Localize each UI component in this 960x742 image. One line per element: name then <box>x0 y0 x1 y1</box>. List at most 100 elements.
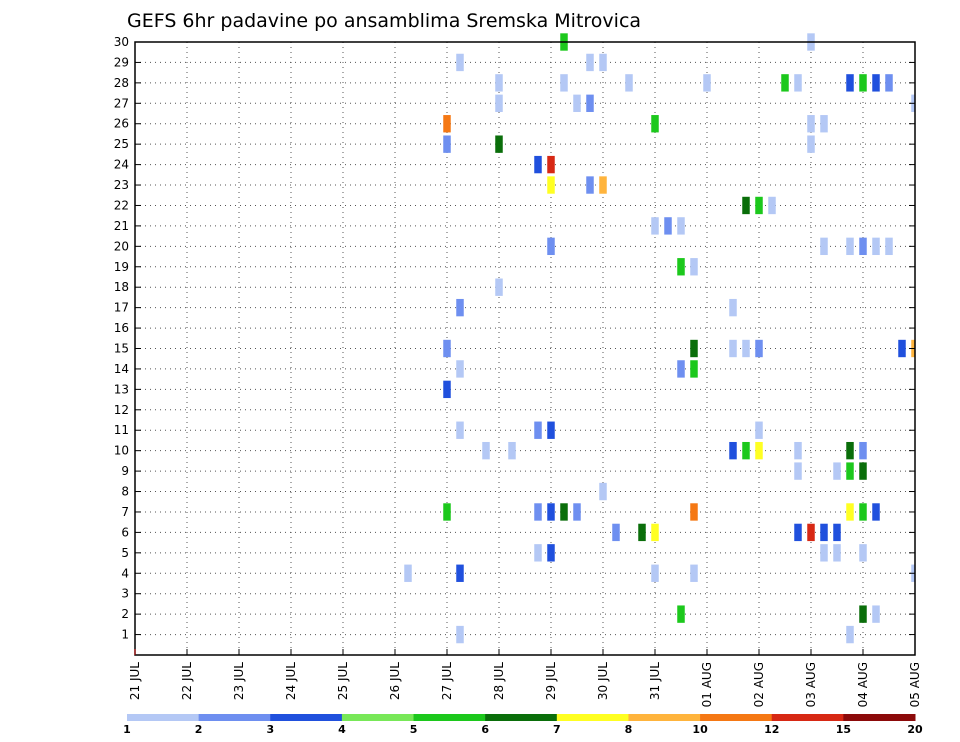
y-tick-label: 14 <box>114 362 129 376</box>
heatmap-cell <box>820 237 828 256</box>
y-tick-label: 22 <box>114 198 129 212</box>
heatmap-cell <box>755 441 763 460</box>
y-tick-label: 8 <box>121 485 129 499</box>
y-tick-label: 18 <box>114 280 129 294</box>
colorbar-swatch <box>413 714 486 721</box>
heatmap-cell <box>534 544 542 562</box>
y-tick-label: 19 <box>114 260 129 274</box>
heatmap-cells <box>404 33 915 644</box>
heatmap-cell <box>547 176 555 194</box>
heatmap-cell <box>872 237 880 256</box>
y-tick-label: 16 <box>114 321 129 335</box>
x-tick-label: 04 AUG <box>856 662 870 707</box>
x-tick-label: 01 AUG <box>700 662 714 707</box>
heatmap-cell <box>690 564 698 582</box>
heatmap-cell <box>846 625 854 644</box>
y-tick-label: 5 <box>121 546 129 560</box>
heatmap-cell <box>612 523 620 542</box>
heatmap-cell <box>625 74 633 92</box>
heatmap-cell <box>456 421 464 439</box>
y-tick-label: 23 <box>114 178 129 192</box>
heatmap-cell <box>456 625 464 644</box>
heatmap-cell <box>677 360 685 378</box>
heatmap-cell <box>573 94 581 112</box>
x-tick-label: 21 JUL <box>128 662 142 700</box>
heatmap-cell <box>872 74 880 92</box>
heatmap-cell <box>703 74 711 92</box>
heatmap-cell <box>859 544 867 562</box>
colorbar-tick-label: 4 <box>338 723 346 736</box>
y-tick-label: 11 <box>114 423 129 437</box>
x-axis-ticks: 21 JUL 22 JUL 23 JUL 24 JUL 25 JUL 26 JUL 27 J… <box>128 649 922 707</box>
heatmap-cell <box>534 503 542 521</box>
colorbar-swatch <box>198 714 271 721</box>
heatmap-cell <box>638 523 646 542</box>
x-tick-label: 30 JUL <box>596 662 610 700</box>
heatmap-cell <box>742 339 750 358</box>
heatmap-cell <box>586 53 594 72</box>
heatmap-cell <box>495 278 503 296</box>
heatmap-cell <box>820 115 828 133</box>
heatmap-cell <box>742 196 750 215</box>
y-tick-label: 24 <box>114 158 129 172</box>
heatmap-cell <box>859 441 867 460</box>
heatmap-cell <box>859 74 867 92</box>
heatmap-cell <box>599 482 607 501</box>
heatmap-cell <box>651 217 659 235</box>
heatmap-cell <box>443 380 451 399</box>
colorbar-tick-label: 15 <box>836 723 851 736</box>
colorbar-swatch <box>127 714 200 721</box>
heatmap-cell <box>885 237 893 256</box>
y-tick-label: 6 <box>121 525 129 539</box>
y-tick-label: 30 <box>114 35 129 49</box>
heatmap-cell <box>690 360 698 378</box>
colorbar-swatch <box>628 714 701 721</box>
heatmap-cell <box>859 237 867 256</box>
y-tick-label: 2 <box>121 607 129 621</box>
y-tick-label: 4 <box>121 566 129 580</box>
heatmap-cell <box>456 298 464 317</box>
heatmap-cell <box>833 462 841 480</box>
heatmap-cell <box>794 462 802 480</box>
heatmap-cell <box>456 360 464 378</box>
heatmap-cell <box>898 339 906 358</box>
colorbar-tick-label: 5 <box>410 723 418 736</box>
heatmap-cell <box>599 53 607 72</box>
heatmap-cell <box>534 421 542 439</box>
heatmap-cell <box>456 53 464 72</box>
y-tick-label: 27 <box>114 96 129 110</box>
heatmap-cell <box>859 605 867 623</box>
heatmap-cell <box>885 74 893 92</box>
colorbar-tick-label: 1 <box>123 723 131 736</box>
x-tick-label: 03 AUG <box>804 662 818 707</box>
colorbar-tick-label: 12 <box>764 723 779 736</box>
heatmap-cell <box>547 155 555 174</box>
heatmap-cell <box>807 115 815 133</box>
heatmap-cell <box>443 115 451 133</box>
heatmap-cell <box>547 544 555 562</box>
heatmap-cell <box>677 605 685 623</box>
y-axis-ticks: 1234567891011121314151617181920212223242… <box>114 35 915 642</box>
y-tick-label: 9 <box>121 464 129 478</box>
x-tick-label: 28 JUL <box>492 662 506 700</box>
y-tick-label: 13 <box>114 382 129 396</box>
x-tick-label: 05 AUG <box>908 662 922 707</box>
heatmap-cell <box>768 196 776 215</box>
x-tick-label: 24 JUL <box>284 662 298 700</box>
heatmap-cell <box>586 176 594 194</box>
y-tick-label: 7 <box>121 505 129 519</box>
heatmap-cell <box>807 135 815 153</box>
colorbar-swatch <box>556 714 629 721</box>
heatmap-cell <box>599 176 607 194</box>
heatmap-cell <box>794 74 802 92</box>
colorbar-tick-label: 7 <box>553 723 561 736</box>
heatmap-cell <box>833 523 841 542</box>
y-tick-label: 20 <box>114 239 129 253</box>
heatmap-cell <box>729 339 737 358</box>
heatmap-cell <box>755 196 763 215</box>
heatmap-cell <box>820 544 828 562</box>
heatmap-cell <box>456 564 464 582</box>
y-tick-label: 26 <box>114 117 129 131</box>
heatmap-cell <box>404 564 412 582</box>
